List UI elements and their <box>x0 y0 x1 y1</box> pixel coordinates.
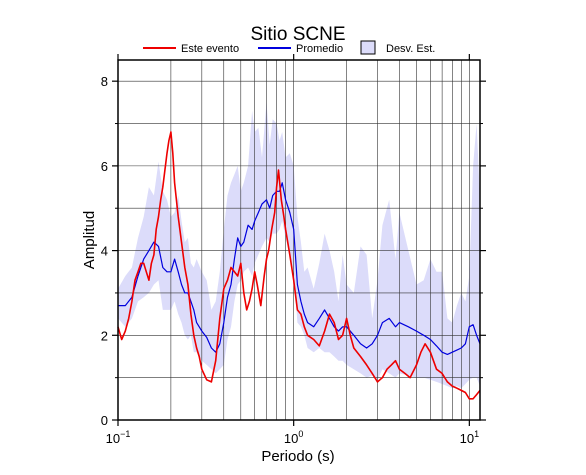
plot-frame <box>117 59 481 421</box>
legend-label-desv-est: Desv. Est. <box>386 43 435 55</box>
series-line-promedio <box>118 182 481 355</box>
y-axis-label: Amplitud <box>81 211 98 269</box>
y-tick-label: 0 <box>101 413 108 428</box>
x-tick-label: 10−1 <box>106 429 131 446</box>
std-dev-band <box>118 102 480 389</box>
legend-label-este-evento: Este evento <box>181 43 239 55</box>
y-tick-label: 6 <box>101 159 108 174</box>
legend-swatch-desv-est <box>360 40 376 55</box>
axis-ticks: 0 2 4 6 8 10−1 100 101 <box>101 54 486 446</box>
y-tick-label: 8 <box>101 74 108 89</box>
series-line-este-evento <box>117 131 481 400</box>
chart-title: Sitio SCNE <box>250 24 345 45</box>
y-tick-label: 4 <box>101 244 108 259</box>
x-tick-label: 100 <box>284 429 303 446</box>
x-axis-label: Periodo (s) <box>261 448 334 465</box>
legend-label-promedio: Promedio <box>296 43 343 55</box>
legend: Este evento Promedio Desv. Est. <box>143 40 435 55</box>
plot-area <box>117 59 481 421</box>
y-tick-label: 2 <box>101 328 108 343</box>
x-tick-label: 101 <box>460 429 479 446</box>
